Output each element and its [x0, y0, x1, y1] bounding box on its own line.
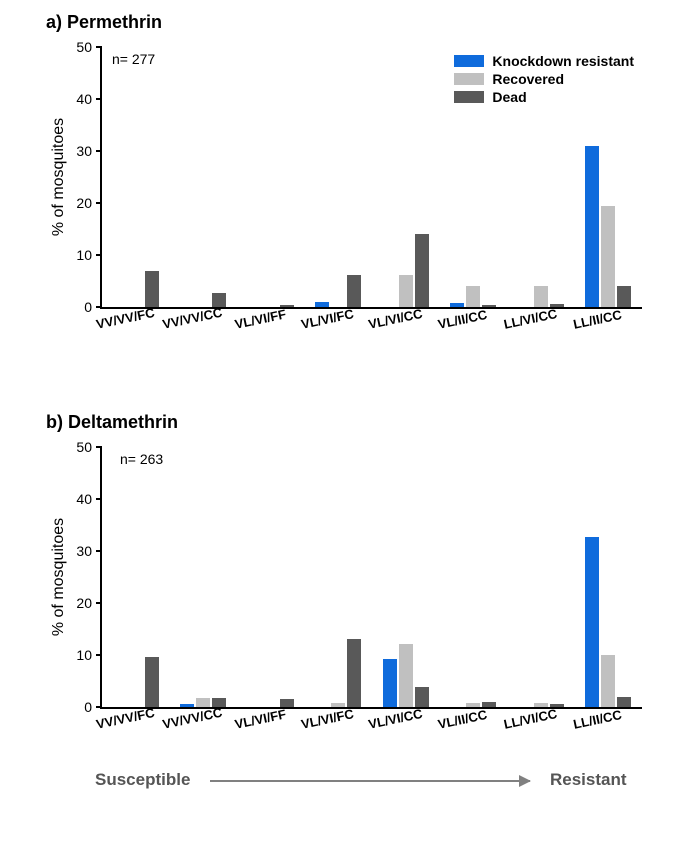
category-label: VL/II/CC	[437, 307, 489, 332]
bar-recovered	[601, 206, 615, 307]
category-label: LL/VI/CC	[502, 306, 558, 332]
legend-row-dead: Dead	[454, 89, 634, 105]
bar-recovered	[196, 698, 210, 707]
ytick	[96, 446, 102, 448]
category-label: VL/II/CC	[437, 707, 489, 732]
bar-kdr	[585, 146, 599, 307]
ytick	[96, 98, 102, 100]
bar-recovered	[466, 286, 480, 307]
bar-dead	[145, 271, 159, 307]
ytick	[96, 254, 102, 256]
ytick-label: 50	[76, 439, 92, 455]
bar-recovered	[466, 703, 480, 707]
bar-recovered	[534, 286, 548, 307]
resistant-label: Resistant	[550, 770, 627, 790]
ytick-label: 10	[76, 247, 92, 263]
ytick-label: 50	[76, 39, 92, 55]
category-label: VL/VI/CC	[367, 706, 424, 732]
category-label: VL/VI/FF	[233, 306, 287, 331]
ytick	[96, 202, 102, 204]
bar-dead	[415, 234, 429, 307]
plot-b: n= 263 01020304050VV/VV/FCVV/VV/CCVL/VI/…	[100, 447, 642, 709]
ytick	[96, 46, 102, 48]
bar-dead	[617, 697, 631, 707]
chart-a-wrap: % of mosquitoes n= 277 Knockdown resista…	[40, 37, 660, 357]
bar-recovered	[534, 703, 548, 707]
gradient-arrow	[210, 780, 530, 782]
panel-a-title: a) Permethrin	[46, 12, 660, 33]
n-label-b: n= 263	[120, 451, 163, 467]
category-label: VV/VV/FC	[95, 705, 156, 732]
bar-dead	[347, 275, 361, 307]
legend-swatch-kdr	[454, 55, 484, 67]
legend-swatch-recovered	[454, 73, 484, 85]
bar-kdr	[450, 303, 464, 307]
category-label: VV/VV/CC	[161, 705, 223, 732]
category-label: LL/VI/CC	[502, 706, 558, 732]
bar-kdr	[180, 704, 194, 707]
ytick-label: 10	[76, 647, 92, 663]
bar-recovered	[331, 703, 345, 707]
ytick	[96, 150, 102, 152]
legend-label-dead: Dead	[492, 89, 526, 105]
legend-label-kdr: Knockdown resistant	[492, 53, 634, 69]
category-label: VL/VI/FC	[300, 706, 355, 732]
ytick-label: 30	[76, 543, 92, 559]
category-label: VL/VI/CC	[367, 306, 424, 332]
ytick-label: 40	[76, 491, 92, 507]
bar-dead	[415, 687, 429, 707]
ylabel-a-pos: % of mosquitoes	[50, 47, 68, 307]
category-label: VV/VV/CC	[161, 305, 223, 332]
ytick	[96, 498, 102, 500]
bar-dead	[617, 286, 631, 307]
bar-kdr	[585, 537, 599, 707]
bar-recovered	[399, 644, 413, 707]
bar-recovered	[399, 275, 413, 307]
legend-row-recovered: Recovered	[454, 71, 634, 87]
panel-permethrin: a) Permethrin % of mosquitoes n= 277 Kno…	[40, 12, 660, 357]
ytick-label: 30	[76, 143, 92, 159]
plot-a: n= 277 Knockdown resistant Recovered Dea…	[100, 47, 642, 309]
legend-row-kdr: Knockdown resistant	[454, 53, 634, 69]
panel-deltamethrin: b) Deltamethrin % of mosquitoes n= 263 0…	[40, 412, 660, 757]
bar-kdr	[383, 659, 397, 707]
ylabel-a: % of mosquitoes	[50, 118, 68, 236]
susceptible-label: Susceptible	[95, 770, 190, 790]
ytick-label: 40	[76, 91, 92, 107]
ylabel-b: % of mosquitoes	[50, 518, 68, 636]
category-label: VL/VI/FC	[300, 306, 355, 332]
ytick-label: 0	[84, 299, 92, 315]
category-label: LL/II/CC	[572, 307, 623, 332]
bar-kdr	[315, 302, 329, 307]
ytick-label: 20	[76, 195, 92, 211]
legend: Knockdown resistant Recovered Dead	[454, 53, 634, 107]
page-root: a) Permethrin % of mosquitoes n= 277 Kno…	[0, 0, 685, 854]
category-label: LL/II/CC	[572, 707, 623, 732]
ytick	[96, 602, 102, 604]
bar-dead	[145, 657, 159, 707]
category-label: VL/VI/FF	[233, 706, 287, 731]
ylabel-b-pos: % of mosquitoes	[50, 447, 68, 707]
bar-dead	[347, 639, 361, 707]
n-label-a: n= 277	[112, 51, 155, 67]
ytick	[96, 706, 102, 708]
ytick	[96, 550, 102, 552]
ytick	[96, 654, 102, 656]
panel-b-title: b) Deltamethrin	[46, 412, 660, 433]
chart-b-wrap: % of mosquitoes n= 263 01020304050VV/VV/…	[40, 437, 660, 757]
category-label: VV/VV/FC	[95, 305, 156, 332]
ytick-label: 20	[76, 595, 92, 611]
bar-recovered	[601, 655, 615, 707]
legend-label-recovered: Recovered	[492, 71, 564, 87]
legend-swatch-dead	[454, 91, 484, 103]
ytick-label: 0	[84, 699, 92, 715]
ytick	[96, 306, 102, 308]
